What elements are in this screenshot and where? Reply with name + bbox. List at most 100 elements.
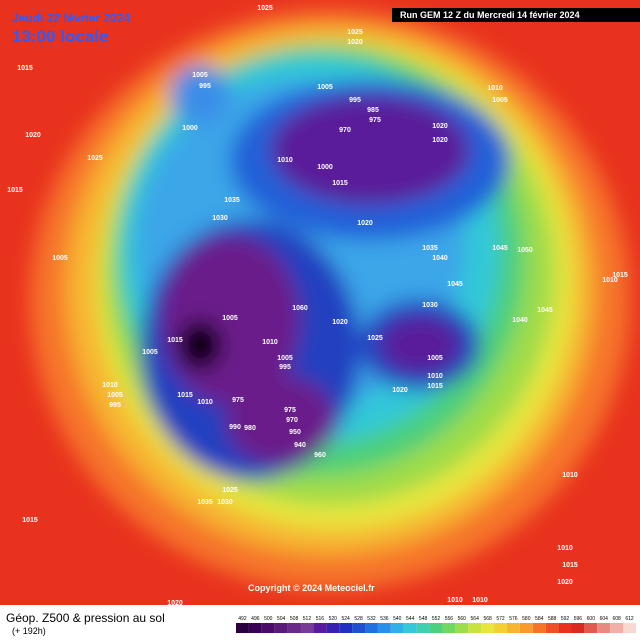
legend-swatch	[597, 623, 611, 633]
isobar-label: 1040	[432, 255, 448, 262]
legend-swatch	[313, 623, 327, 633]
isobar-label: 1005	[52, 255, 68, 262]
legend-swatch	[287, 623, 301, 633]
legend-swatch	[416, 623, 430, 633]
isobar-label: 1010	[277, 157, 293, 164]
legend-tick-label: 516	[316, 616, 325, 622]
legend-swatch	[429, 623, 443, 633]
isobar-label: 960	[314, 452, 326, 459]
map-title: Géop. Z500 & pression au sol	[6, 611, 165, 625]
isobar-label: 1025	[367, 335, 383, 342]
isobar-label: 1020	[332, 319, 348, 326]
legend-tick-label: 612	[625, 616, 634, 622]
legend-swatch	[236, 623, 249, 633]
footer	[0, 605, 640, 640]
forecast-date: Jeudi 22 février 2024	[12, 11, 130, 25]
isobar-label: 1015	[177, 392, 193, 399]
legend-tick-label: 596	[574, 616, 583, 622]
isobar-label: 1005	[492, 97, 508, 104]
legend-tick-label: 492	[238, 616, 247, 622]
legend-swatch	[261, 623, 275, 633]
isobar-label: 1020	[557, 579, 573, 586]
isobar-label: 1005	[222, 315, 238, 322]
legend-swatch	[300, 623, 314, 633]
legend-swatch	[352, 623, 366, 633]
legend-tick-label: 496	[251, 616, 260, 622]
isobar-label: 1035	[197, 499, 213, 506]
forecast-range: (+ 192h)	[12, 626, 46, 636]
isobar-label: 1020	[347, 39, 363, 46]
legend-tick-label: 592	[561, 616, 570, 622]
legend-tick-label: 604	[600, 616, 609, 622]
run-banner	[392, 8, 640, 22]
isobar-label: 1005	[427, 355, 443, 362]
legend-tick-label: 528	[354, 616, 363, 622]
isobar-label: 1025	[347, 29, 363, 36]
isobar-label: 995	[109, 402, 121, 409]
legend-tick-label: 536	[380, 616, 389, 622]
legend-tick-label: 520	[329, 616, 338, 622]
isobar-label: 970	[339, 127, 351, 134]
geopotential-field	[30, 10, 630, 590]
isobar-label: 1000	[317, 164, 333, 171]
isobar-label: 1015	[22, 517, 38, 524]
legend-swatch	[558, 623, 572, 633]
legend-tick-label: 568	[483, 616, 492, 622]
isobar-label: 1025	[87, 155, 103, 162]
isobar-label: 1010	[262, 339, 278, 346]
isobar-label: 1050	[517, 247, 533, 254]
isobar-label: 1010	[487, 85, 503, 92]
legend-swatch	[339, 623, 353, 633]
legend-tick-label: 500	[264, 616, 273, 622]
legend-swatch	[532, 623, 546, 633]
isobar-label: 1010	[447, 597, 463, 604]
isobar-label: 1015	[167, 337, 183, 344]
legend-tick-label: 576	[509, 616, 518, 622]
legend-tick-label: 540	[393, 616, 402, 622]
legend-tick-label: 584	[535, 616, 544, 622]
isobar-label: 1025	[257, 5, 273, 12]
isobar-label: 1040	[512, 317, 528, 324]
legend-swatch	[455, 623, 469, 633]
isobar-label: 970	[286, 417, 298, 424]
legend-tick-label: 524	[342, 616, 351, 622]
legend-swatch	[442, 623, 456, 633]
isobar-label: 1030	[422, 302, 438, 309]
isobar-label: 995	[199, 83, 211, 90]
legend-tick-label: 572	[496, 616, 505, 622]
run-info: Run GEM 12 Z du Mercredi 14 février 2024	[400, 10, 580, 20]
isobar-label: 1020	[432, 137, 448, 144]
legend-tick-label: 556	[445, 616, 454, 622]
isobar-label: 1005	[192, 72, 208, 79]
isobar-label: 1020	[392, 387, 408, 394]
copyright: Copyright © 2024 Meteociel.fr	[248, 583, 375, 593]
legend-tick-label: 504	[277, 616, 286, 622]
legend-tick-label: 548	[419, 616, 428, 622]
legend-swatch	[248, 623, 262, 633]
legend-tick-label: 600	[587, 616, 596, 622]
legend-swatch	[494, 623, 507, 633]
legend-tick-label: 560	[458, 616, 467, 622]
legend-swatch	[519, 623, 533, 633]
legend-swatch	[390, 623, 404, 633]
legend-swatch	[377, 623, 391, 633]
isobar-label: 990	[229, 424, 241, 431]
isobar-label: 975	[232, 397, 244, 404]
isobar-label: 1015	[612, 272, 628, 279]
isobar-label: 1015	[562, 562, 578, 569]
isobar-label: 1045	[447, 281, 463, 288]
isobar-label: 1045	[537, 307, 553, 314]
legend-tick-label: 552	[432, 616, 441, 622]
isobar-label: 1015	[7, 187, 23, 194]
isobar-label: 1020	[432, 123, 448, 130]
isobar-label: 1020	[25, 132, 41, 139]
legend-tick-label: 564	[471, 616, 480, 622]
isobar-label: 1035	[224, 197, 240, 204]
legend-swatch	[545, 623, 559, 633]
isobar-label: 995	[279, 364, 291, 371]
isobar-label: 1045	[492, 245, 508, 252]
isobar-label: 1010	[472, 597, 488, 604]
isobar-label: 1035	[422, 245, 438, 252]
color-legend: 492 496 500 504 508 512 516 520 524 528 532 536 540 5…	[236, 616, 636, 633]
